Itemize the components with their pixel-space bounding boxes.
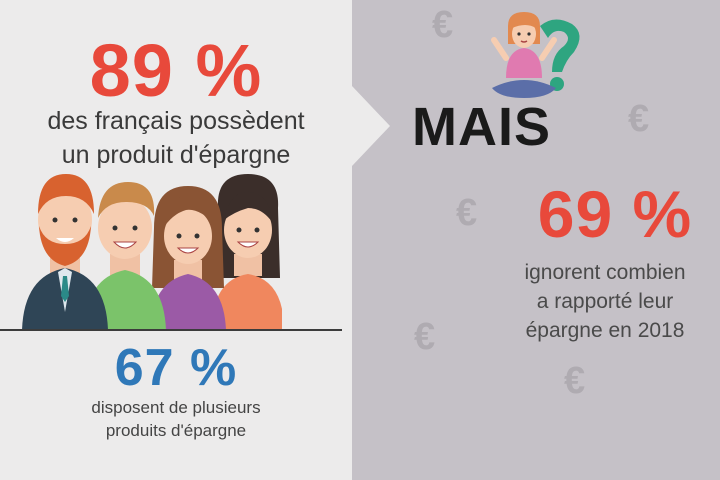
euro-icon: €	[456, 192, 478, 234]
euro-icon: €	[414, 316, 436, 358]
right-text: ignorent combien a rapporté leur épargne…	[480, 258, 720, 345]
pointer-arrow	[352, 86, 390, 166]
euro-icon: €	[564, 360, 586, 402]
euro-icon: €	[432, 4, 454, 46]
headline-text-line: un produit d'épargne	[61, 141, 291, 169]
secondary-stat: 67 %	[114, 339, 238, 397]
question-mark-icon	[540, 19, 580, 72]
connector-word: MAIS	[412, 97, 551, 157]
right-text-line: ignorent combien	[524, 261, 686, 284]
divider-line	[0, 329, 342, 331]
euro-icon: €	[628, 98, 650, 140]
thinking-girl-illustration	[491, 12, 580, 98]
right-stat: 69 %	[537, 177, 693, 251]
headline-stat: 89 %	[89, 29, 263, 112]
people-group-illustration	[22, 174, 282, 330]
secondary-text-line: disposent de plusieurs	[91, 398, 261, 417]
right-panel	[352, 0, 720, 480]
right-text-line: a rapporté leur	[536, 290, 674, 313]
right-text-line: épargne en 2018	[525, 319, 685, 342]
secondary-text: disposent de plusieurs produits d'épargn…	[0, 396, 352, 442]
headline-text: des français possèdent un produit d'épar…	[0, 104, 352, 172]
secondary-text-line: produits d'épargne	[105, 421, 247, 440]
headline-text-line: des français possèdent	[47, 107, 305, 135]
